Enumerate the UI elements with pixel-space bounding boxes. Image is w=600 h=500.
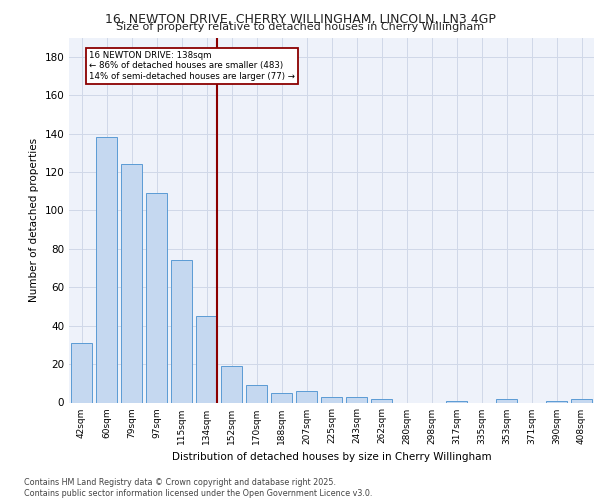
- Bar: [296, 391, 317, 402]
- Bar: [221, 366, 242, 403]
- Bar: [346, 396, 367, 402]
- Bar: [371, 398, 392, 402]
- X-axis label: Distribution of detached houses by size in Cherry Willingham: Distribution of detached houses by size …: [172, 452, 491, 462]
- Bar: [146, 193, 167, 402]
- Bar: [171, 260, 192, 402]
- Bar: [96, 138, 117, 402]
- Text: Size of property relative to detached houses in Cherry Willingham: Size of property relative to detached ho…: [116, 22, 484, 32]
- Bar: [246, 385, 267, 402]
- Y-axis label: Number of detached properties: Number of detached properties: [29, 138, 39, 302]
- Bar: [196, 316, 217, 402]
- Text: Contains HM Land Registry data © Crown copyright and database right 2025.
Contai: Contains HM Land Registry data © Crown c…: [24, 478, 373, 498]
- Bar: [496, 398, 517, 402]
- Bar: [546, 400, 567, 402]
- Bar: [446, 400, 467, 402]
- Text: 16, NEWTON DRIVE, CHERRY WILLINGHAM, LINCOLN, LN3 4GP: 16, NEWTON DRIVE, CHERRY WILLINGHAM, LIN…: [104, 12, 496, 26]
- Text: 16 NEWTON DRIVE: 138sqm
← 86% of detached houses are smaller (483)
14% of semi-d: 16 NEWTON DRIVE: 138sqm ← 86% of detache…: [89, 51, 295, 80]
- Bar: [71, 343, 92, 402]
- Bar: [571, 398, 592, 402]
- Bar: [321, 396, 342, 402]
- Bar: [121, 164, 142, 402]
- Bar: [271, 393, 292, 402]
